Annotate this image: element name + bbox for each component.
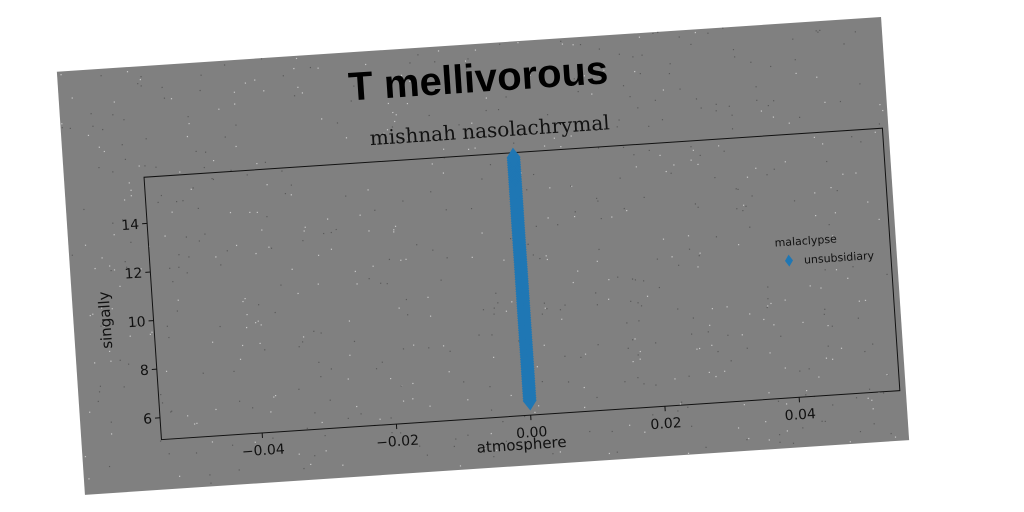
y-tick-label: 8	[139, 363, 149, 380]
y-tick-label: 6	[143, 411, 153, 428]
y-axis-ticks: 6 8 10 12 14	[121, 217, 161, 428]
legend-entry-label: unsubsidiary	[804, 249, 875, 267]
legend-title: malaclypse	[774, 232, 837, 249]
y-axis-label: singally	[95, 291, 117, 350]
x-tick-label: 0.02	[650, 415, 682, 433]
y-tick-label: 12	[124, 266, 143, 283]
legend: malaclypse unsubsidiary	[774, 232, 875, 267]
noise-speckles	[60, 27, 897, 484]
x-axis-label: atmosphere	[476, 433, 567, 457]
y-tick-label: 14	[121, 217, 140, 234]
x-tick-label: −0.02	[376, 433, 420, 452]
rotated-figure: T mellivorous mishnah nasolachrymal −0.0…	[56, 17, 910, 495]
x-tick-label: −0.04	[241, 442, 285, 461]
scatter-series	[506, 147, 537, 411]
figure-background	[56, 17, 910, 495]
scatter-point	[506, 147, 521, 168]
x-tick-label: 0.00	[516, 424, 548, 442]
y-tick-label: 10	[127, 314, 146, 331]
x-tick-label: 0.04	[784, 406, 816, 424]
legend-marker-diamond	[784, 254, 793, 267]
x-axis-ticks: −0.04 −0.02 0.00 0.02 0.04	[241, 397, 817, 461]
